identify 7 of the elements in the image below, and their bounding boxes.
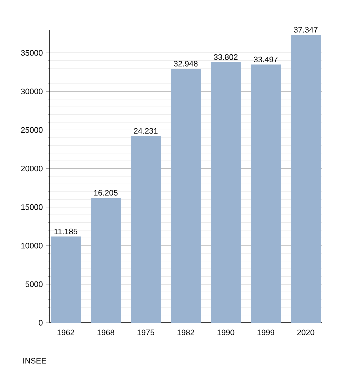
- bar: [91, 198, 121, 323]
- bar: [131, 136, 161, 323]
- bar: [170, 68, 201, 323]
- bar: [290, 35, 321, 323]
- bar: [250, 64, 281, 323]
- bar: [210, 62, 241, 323]
- bar: [51, 236, 81, 323]
